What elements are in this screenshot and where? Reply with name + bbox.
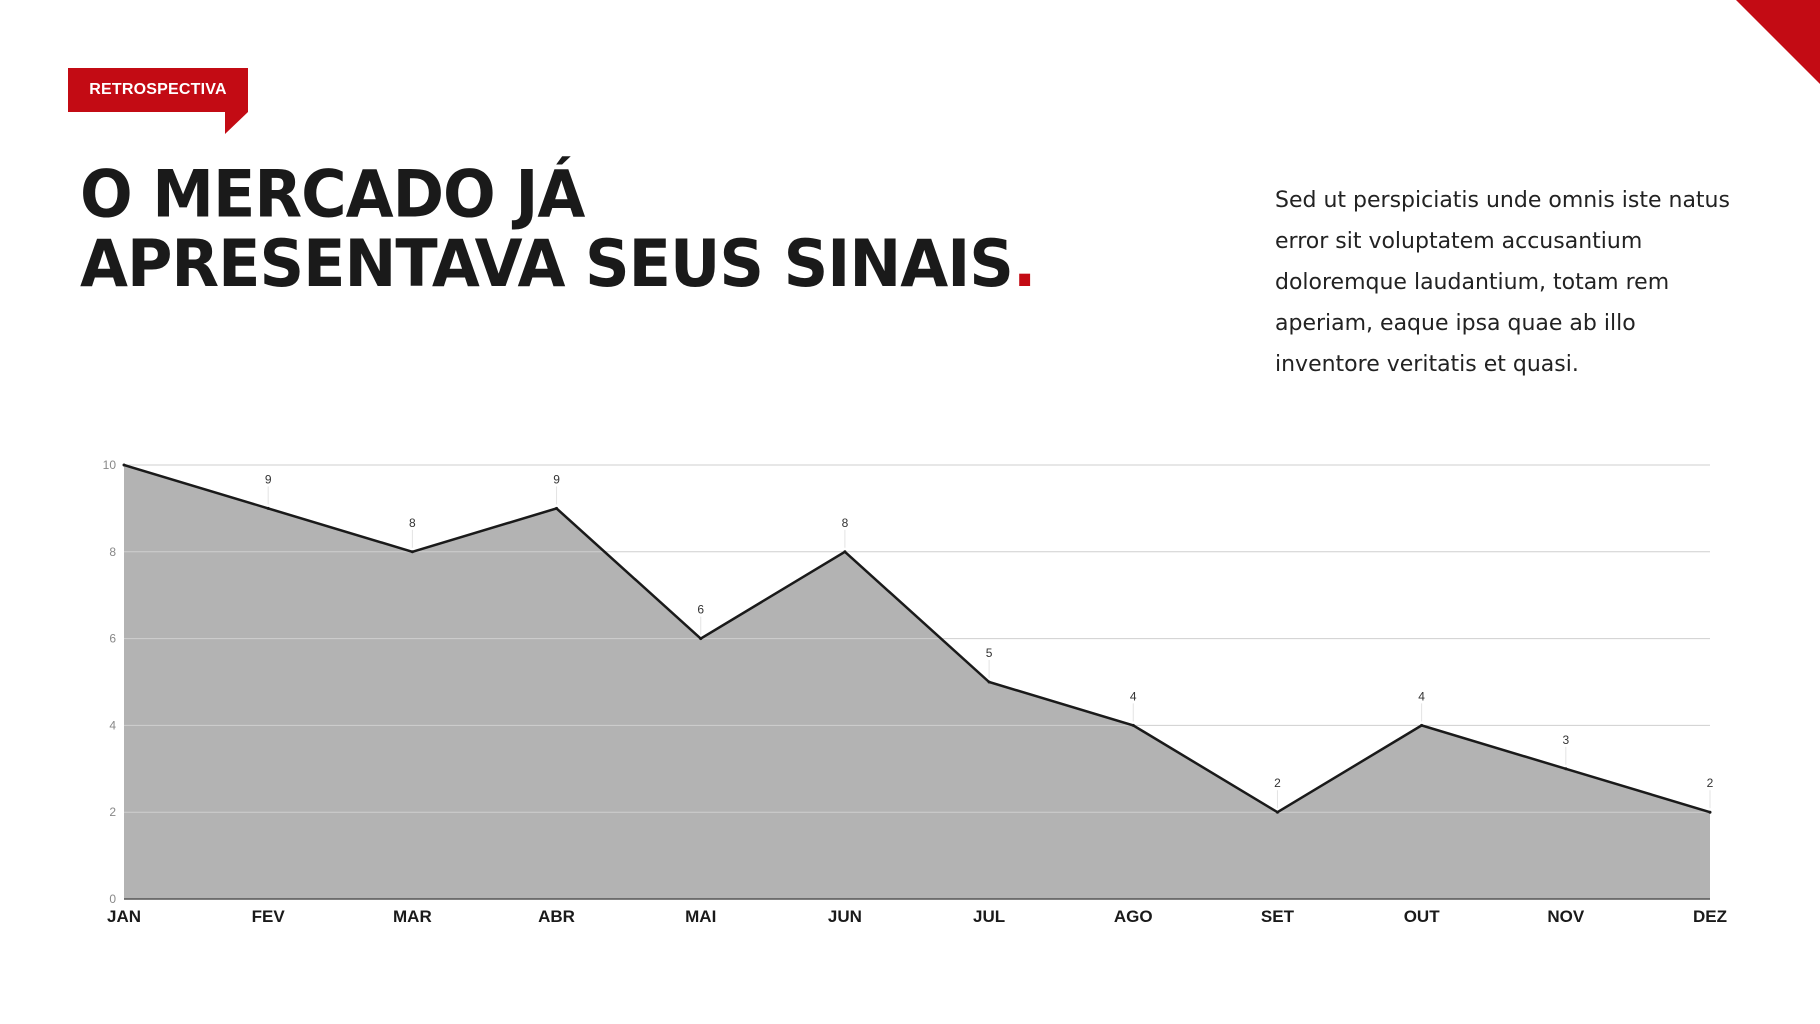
data-label-abr: 9 bbox=[553, 472, 560, 486]
corner-accent bbox=[1736, 0, 1820, 84]
area-fill bbox=[124, 465, 1710, 899]
data-label-jun: 8 bbox=[842, 516, 849, 530]
x-tick-label-fev: FEV bbox=[252, 907, 286, 926]
x-tick-label-ago: AGO bbox=[1114, 907, 1153, 926]
x-tick-label-jul: JUL bbox=[973, 907, 1005, 926]
x-tick-label-nov: NOV bbox=[1547, 907, 1585, 926]
data-point-jun bbox=[843, 550, 847, 554]
x-tick-label-jun: JUN bbox=[828, 907, 862, 926]
section-tag: RETROSPECTIVA bbox=[68, 68, 248, 112]
data-point-ago bbox=[1131, 723, 1135, 727]
data-point-nov bbox=[1564, 767, 1568, 771]
y-tick-label-4: 4 bbox=[109, 718, 116, 732]
data-point-dez bbox=[1708, 810, 1712, 814]
y-tick-label-0: 0 bbox=[109, 892, 116, 906]
data-label-set: 2 bbox=[1274, 776, 1281, 790]
data-point-jul bbox=[987, 680, 991, 684]
data-point-abr bbox=[555, 506, 559, 510]
section-tag-label: RETROSPECTIVA bbox=[89, 81, 227, 98]
series-line bbox=[123, 463, 1711, 814]
data-point-mai bbox=[699, 637, 703, 641]
title-line-1: O MERCADO JÁ bbox=[80, 155, 585, 233]
title-line-2: APRESENTAVA SEUS SINAIS bbox=[80, 225, 1014, 302]
data-point-out bbox=[1420, 723, 1424, 727]
x-tick-label-dez: DEZ bbox=[1693, 907, 1727, 926]
data-point-jan bbox=[122, 463, 126, 467]
x-tick-label-set: SET bbox=[1261, 907, 1295, 926]
title-dot: . bbox=[1012, 225, 1037, 302]
x-tick-label-out: OUT bbox=[1404, 907, 1441, 926]
data-label-mai: 6 bbox=[697, 603, 704, 617]
data-label-mar: 8 bbox=[409, 516, 416, 530]
y-tick-label-2: 2 bbox=[109, 805, 116, 819]
y-tick-label-8: 8 bbox=[109, 545, 116, 559]
description-text: Sed ut perspiciatis unde omnis iste natu… bbox=[1275, 188, 1730, 377]
y-tick-label-10: 10 bbox=[103, 458, 117, 472]
x-tick-label-abr: ABR bbox=[538, 907, 575, 926]
data-label-out: 4 bbox=[1418, 689, 1425, 703]
data-label-fev: 9 bbox=[265, 472, 272, 486]
x-tick-label-mar: MAR bbox=[393, 907, 432, 926]
x-tick-label-jan: JAN bbox=[107, 907, 141, 926]
data-label-dez: 2 bbox=[1707, 776, 1714, 790]
x-tick-label-mai: MAI bbox=[685, 907, 716, 926]
data-point-mar bbox=[410, 550, 414, 554]
section-tag-tail bbox=[225, 112, 248, 134]
y-tick-label-6: 6 bbox=[109, 632, 116, 646]
data-label-nov: 3 bbox=[1562, 733, 1569, 747]
data-label-ago: 4 bbox=[1130, 689, 1137, 703]
data-point-fev bbox=[266, 506, 270, 510]
data-point-set bbox=[1275, 810, 1279, 814]
data-label-jul: 5 bbox=[986, 646, 993, 660]
page-title: O MERCADO JÁ APRESENTAVA SEUS SINAIS. bbox=[80, 159, 1037, 302]
